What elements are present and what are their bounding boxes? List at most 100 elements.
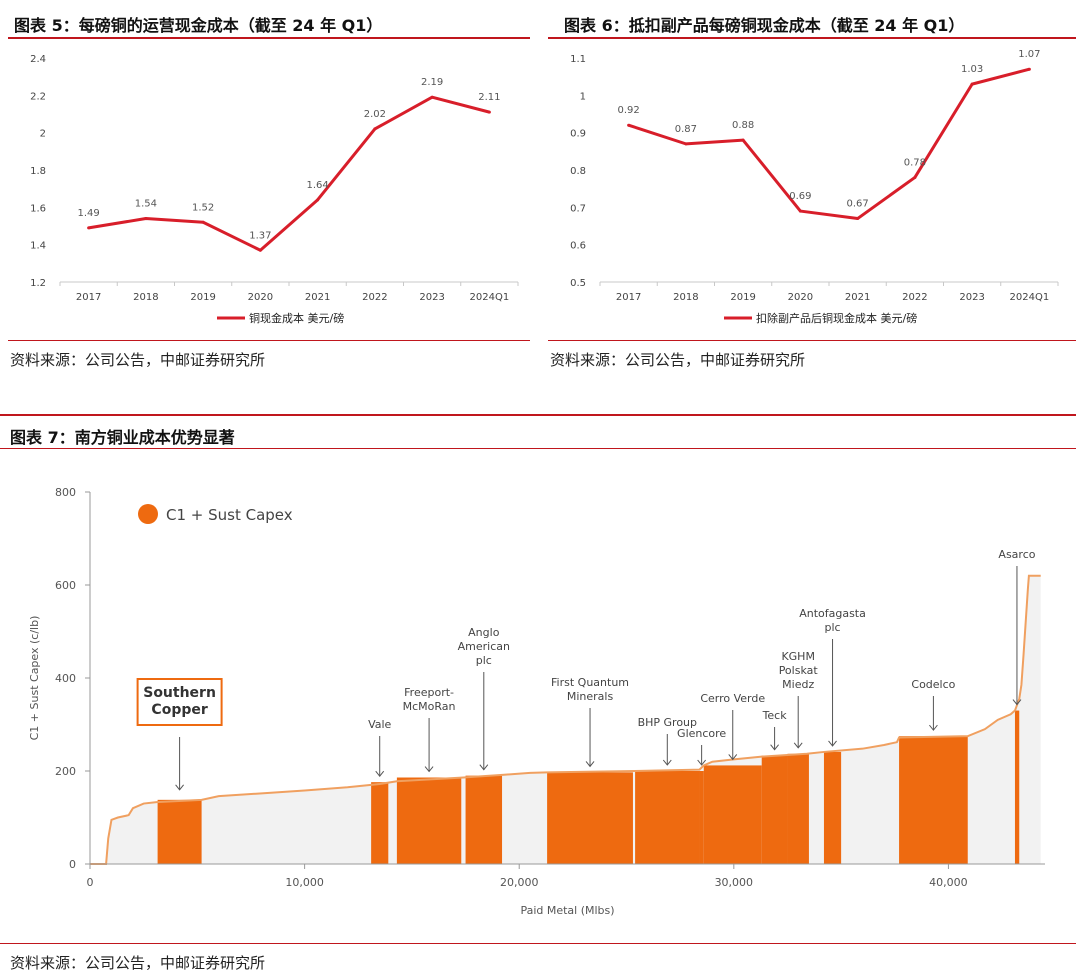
data-label: 0.88 <box>732 120 754 131</box>
data-label: 2.19 <box>421 77 443 88</box>
fig6-line-chart: 0.5 0.6 0.7 0.8 0.9 1 1.1 2017 2018 2019 2020 2021 2… <box>570 49 1059 325</box>
callout-arrowhead <box>585 761 595 768</box>
company-bar <box>703 765 762 864</box>
x-tick-label: 2021 <box>845 292 870 303</box>
y-tick-label: 0.7 <box>570 203 586 214</box>
fig7-cost-curve-chart: 0 200 400 600 800 0 10,000 20,000 30,000 40,000 Pa… <box>28 486 1045 917</box>
data-label: 1.52 <box>192 202 214 213</box>
callout-arrowhead <box>662 759 672 766</box>
x-tick-label: 2018 <box>133 292 158 303</box>
company-callout-label: Teck <box>762 709 788 722</box>
company-callout-label: Antofagasta <box>799 607 866 620</box>
cost-curve-line <box>90 574 1041 865</box>
data-label: 0.78 <box>904 157 926 168</box>
fig5-source: 资料来源：公司公告，中邮证券研究所 <box>10 351 266 369</box>
data-point <box>1027 67 1031 71</box>
callout-arrowhead <box>424 766 434 773</box>
legend-label: C1 + Sust Capex <box>166 506 293 524</box>
y-tick-label: 1.2 <box>30 278 46 289</box>
company-bar <box>465 775 503 864</box>
callout-arrowhead <box>697 759 707 766</box>
fig5-bottom-rule <box>8 340 530 341</box>
data-point <box>913 175 917 179</box>
company-bar <box>1014 710 1020 864</box>
data-label: 1.07 <box>1018 49 1040 60</box>
y-tick-label: 1.6 <box>30 203 46 214</box>
x-tick-label: 2021 <box>305 292 330 303</box>
company-callout-label: First Quantum <box>551 676 629 689</box>
y-tick-label: 0.5 <box>570 278 586 289</box>
data-point <box>970 82 974 86</box>
company-callout-label: Minerals <box>567 690 614 703</box>
data-label: 0.87 <box>675 124 697 135</box>
x-tick-label: 2019 <box>730 292 755 303</box>
fig5-top-rule <box>8 37 530 39</box>
data-point <box>487 110 491 114</box>
company-callout-label: plc <box>476 654 492 667</box>
company-callout-label: plc <box>824 621 840 634</box>
x-tick-label: 2017 <box>616 292 641 303</box>
company-bar <box>699 771 704 864</box>
data-point <box>684 142 688 146</box>
company-callout-label: KGHM <box>781 650 815 663</box>
fig7-bottom-rule <box>0 943 1076 944</box>
y-tick-label: 2.4 <box>30 54 46 65</box>
company-callout-label: Copper <box>151 702 207 718</box>
data-point <box>201 220 205 224</box>
company-callout-label: BHP Group <box>638 716 697 729</box>
legend-label: 扣除副产品后铜现金成本 美元/磅 <box>756 311 917 325</box>
data-label: 0.92 <box>617 105 639 116</box>
company-bar <box>823 751 842 864</box>
x-tick-label: 0 <box>87 876 94 889</box>
y-tick-label: 600 <box>55 579 76 592</box>
company-callout-label: Cerro Verde <box>700 692 765 705</box>
fig7-source: 资料来源：公司公告，中邮证券研究所 <box>10 954 266 972</box>
data-point <box>798 209 802 213</box>
company-callout-label: Miedz <box>782 678 814 691</box>
y-tick-label: 2 <box>40 129 46 140</box>
y-tick-label: 1.8 <box>30 166 46 177</box>
x-tick-label: 2022 <box>902 292 927 303</box>
data-point <box>373 127 377 131</box>
data-point <box>741 138 745 142</box>
y-tick-label: 0.8 <box>570 166 586 177</box>
data-label: 1.37 <box>249 230 271 241</box>
fig5-line-chart: 1.2 1.4 1.6 1.8 2 2.2 2.4 2017 2018 2019 2020 2021 2… <box>30 54 519 325</box>
callout-arrowhead <box>1012 699 1022 706</box>
x-tick-label: 20,000 <box>500 876 539 889</box>
data-label: 1.49 <box>77 208 99 219</box>
x-tick-label: 2018 <box>673 292 698 303</box>
x-tick-label: 2023 <box>419 292 444 303</box>
x-axis-label: Paid Metal (Mlbs) <box>520 904 614 917</box>
fig6-top-rule <box>548 37 1076 39</box>
x-tick-label: 2024Q1 <box>470 292 510 303</box>
data-point <box>627 123 631 127</box>
company-callout-label: Freeport- <box>404 686 454 699</box>
callout-arrowhead <box>828 740 837 747</box>
company-bar <box>157 799 202 864</box>
company-callout-label: Polskat <box>779 664 819 677</box>
company-bar <box>547 772 633 864</box>
company-callout-label: Anglo <box>468 626 500 639</box>
callout-arrowhead <box>728 754 738 761</box>
y-tick-label: 200 <box>55 765 76 778</box>
data-label: 1.03 <box>961 64 983 75</box>
company-bar <box>635 771 700 864</box>
x-tick-label: 2020 <box>788 292 813 303</box>
data-point <box>856 217 860 221</box>
y-tick-label: 800 <box>55 486 76 499</box>
fig6-bottom-rule <box>548 340 1076 341</box>
callout-arrowhead <box>770 744 779 751</box>
y-tick-label: 1.1 <box>570 54 586 65</box>
x-tick-label: 2022 <box>362 292 387 303</box>
x-tick-label: 2017 <box>76 292 101 303</box>
data-point <box>316 198 320 202</box>
data-label: 2.11 <box>478 92 500 103</box>
y-tick-label: 0.6 <box>570 241 586 252</box>
data-point <box>87 226 91 230</box>
data-point <box>144 217 148 221</box>
fig5-title: 图表 5：每磅铜的运营现金成本（截至 24 年 Q1） <box>14 16 383 35</box>
company-bar <box>899 736 968 864</box>
company-bar <box>396 777 462 864</box>
company-callout-label: Vale <box>368 718 391 731</box>
